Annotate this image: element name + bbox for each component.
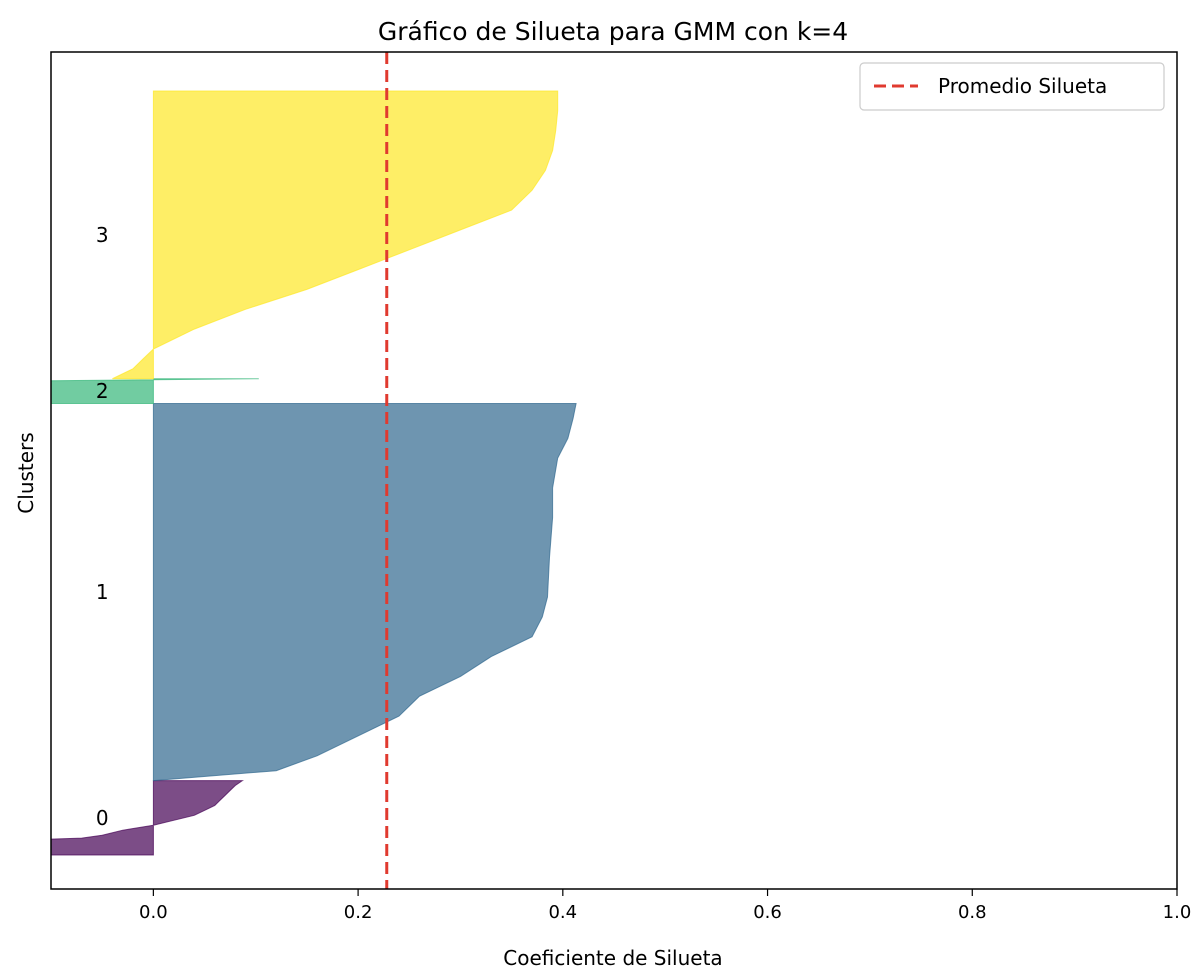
cluster-labels: 0 1 2 3 (96, 223, 109, 830)
legend-box (859, 62, 1165, 111)
x-axis-label: Coeficiente de Silueta (503, 946, 722, 970)
plot-frame (50, 51, 1178, 890)
cluster-1-silhouette (152, 403, 577, 782)
x-tick-label: 0.8 (958, 902, 987, 923)
chart-title: Gráfico de Silueta para GMM con k=4 (378, 17, 848, 46)
cluster-3-silhouette (112, 90, 559, 380)
silhouette-clusters (50, 90, 577, 856)
cluster-label-1: 1 (96, 580, 109, 604)
legend: Promedio Silueta (859, 62, 1165, 111)
x-axis-ticks: 0.0 0.2 0.4 0.6 0.8 1.0 (139, 889, 1191, 923)
cluster-2-silhouette (50, 378, 259, 404)
x-tick-label: 1.0 (1163, 902, 1192, 923)
legend-label: Promedio Silueta (938, 74, 1107, 98)
cluster-label-3: 3 (96, 223, 109, 247)
x-tick-label: 0.0 (139, 902, 168, 923)
cluster-label-2: 2 (96, 379, 109, 403)
y-axis-label: Clusters (14, 432, 38, 513)
cluster-0-silhouette (50, 780, 245, 856)
x-tick-label: 0.2 (344, 902, 373, 923)
x-tick-label: 0.6 (753, 902, 782, 923)
cluster-label-0: 0 (96, 806, 109, 830)
x-tick-label: 0.4 (548, 902, 577, 923)
